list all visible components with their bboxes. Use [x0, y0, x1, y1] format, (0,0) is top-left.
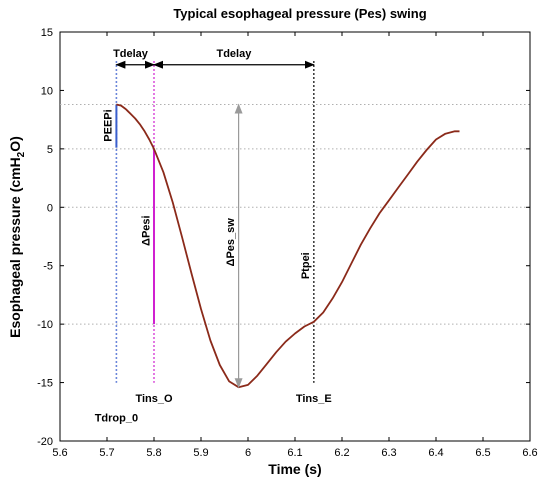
- x-tick-label-2: 5.8: [146, 447, 161, 459]
- x-tick-label-5: 6.1: [287, 447, 302, 459]
- arrow-layer: Tdelay Tdelay: [113, 48, 315, 389]
- arrow-label-1: Tdelay: [216, 48, 252, 60]
- annotation-3: Ptpei: [300, 252, 312, 279]
- x-tick-label-8: 6.4: [428, 447, 443, 459]
- arrow-label-0: Tdelay: [113, 48, 149, 60]
- annotation-1: ΔPesi: [140, 215, 152, 246]
- x-tick-label-0: 5.6: [52, 447, 67, 459]
- x-tick-label-10: 6.6: [522, 447, 537, 459]
- reference-lines: [60, 61, 530, 383]
- y-tick-label-6: -15: [37, 378, 53, 390]
- y-tick-label-7: -20: [37, 436, 53, 448]
- y-tick-label-0: 15: [41, 27, 53, 39]
- x-tick-label-4: 6: [245, 447, 251, 459]
- y-axis-ticks: 15 10 5 0 -5 -10 -15 -20: [37, 27, 530, 448]
- series-line-0: [116, 103, 460, 389]
- y-axis-label-end: O): [7, 136, 23, 152]
- x-tick-label-6: 6.2: [334, 447, 349, 459]
- x-tick-label-1: 5.7: [99, 447, 114, 459]
- y-tick-label-3: 0: [47, 202, 53, 214]
- annotation-layer: PEEPi ΔPesi ΔPes_sw Ptpei Tins_O Tins_E Tdrop_…: [95, 109, 332, 424]
- y-tick-label-4: -5: [43, 261, 53, 273]
- x-axis-ticks: 5.6 5.7 5.8 5.9 6 6.1 6.2 6.3 6.4 6.5 6.6: [52, 32, 538, 459]
- y-tick-label-1: 10: [41, 85, 53, 97]
- x-tick-label-7: 6.3: [381, 447, 396, 459]
- annotation-2: ΔPes_sw: [225, 218, 237, 267]
- x-tick-label-3: 5.9: [193, 447, 208, 459]
- y-tick-label-5: -10: [37, 319, 53, 331]
- y-tick-label-2: 5: [47, 144, 53, 156]
- y-axis-label: Esophageal pressure (cmH2O): [7, 136, 27, 338]
- chart-title: Typical esophageal pressure (Pes) swing: [173, 6, 426, 21]
- annotation-5: Tins_E: [296, 393, 332, 405]
- annotation-4: Tins_O: [135, 393, 173, 405]
- y-axis-label-main: Esophageal pressure (cmH: [7, 157, 23, 338]
- annotation-6: Tdrop_0: [95, 413, 138, 425]
- y-axis-label-subscript: 2: [16, 151, 27, 157]
- x-tick-label-9: 6.5: [475, 447, 490, 459]
- annotation-0: PEEPi: [103, 109, 115, 141]
- plot-area: [59, 31, 531, 442]
- series-layer: [116, 103, 460, 389]
- x-axis-label: Time (s): [268, 461, 321, 477]
